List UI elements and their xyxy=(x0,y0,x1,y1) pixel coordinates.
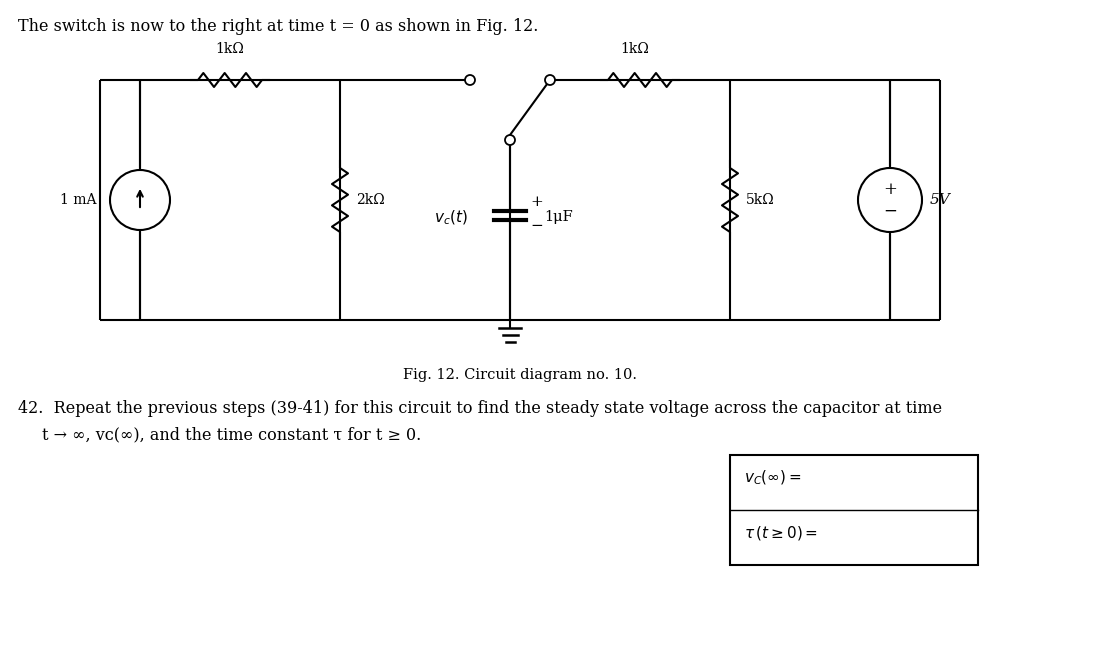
Text: $\tau\,(t \geq 0) =$: $\tau\,(t \geq 0) =$ xyxy=(743,524,818,542)
Text: 1kΩ: 1kΩ xyxy=(216,42,245,56)
Text: 1kΩ: 1kΩ xyxy=(620,42,649,56)
Bar xyxy=(730,455,978,565)
Circle shape xyxy=(505,135,515,145)
Text: 42.  Repeat the previous steps (39-41) for this circuit to find the steady state: 42. Repeat the previous steps (39-41) fo… xyxy=(18,400,942,417)
Text: 5kΩ: 5kΩ xyxy=(746,193,774,207)
Text: 5V: 5V xyxy=(930,193,951,207)
Circle shape xyxy=(110,170,170,230)
Text: 2kΩ: 2kΩ xyxy=(356,193,384,207)
Text: 1 mA: 1 mA xyxy=(60,193,96,207)
Text: 1μF: 1μF xyxy=(544,210,573,224)
Text: $v_C(\infty) =$: $v_C(\infty) =$ xyxy=(743,469,801,487)
Text: t → ∞, vᴄ(∞), and the time constant τ for t ≥ 0.: t → ∞, vᴄ(∞), and the time constant τ fo… xyxy=(42,426,421,443)
Text: +: + xyxy=(530,195,543,209)
Text: +: + xyxy=(883,182,897,199)
Text: $v_c(t)$: $v_c(t)$ xyxy=(434,209,468,227)
Circle shape xyxy=(545,75,555,85)
Circle shape xyxy=(465,75,475,85)
Text: Fig. 12. Circuit diagram no. 10.: Fig. 12. Circuit diagram no. 10. xyxy=(403,368,637,382)
Text: −: − xyxy=(530,218,543,232)
Circle shape xyxy=(858,168,922,232)
Text: The switch is now to the right at time t = 0 as shown in Fig. 12.: The switch is now to the right at time t… xyxy=(18,18,538,35)
Text: −: − xyxy=(883,203,897,220)
